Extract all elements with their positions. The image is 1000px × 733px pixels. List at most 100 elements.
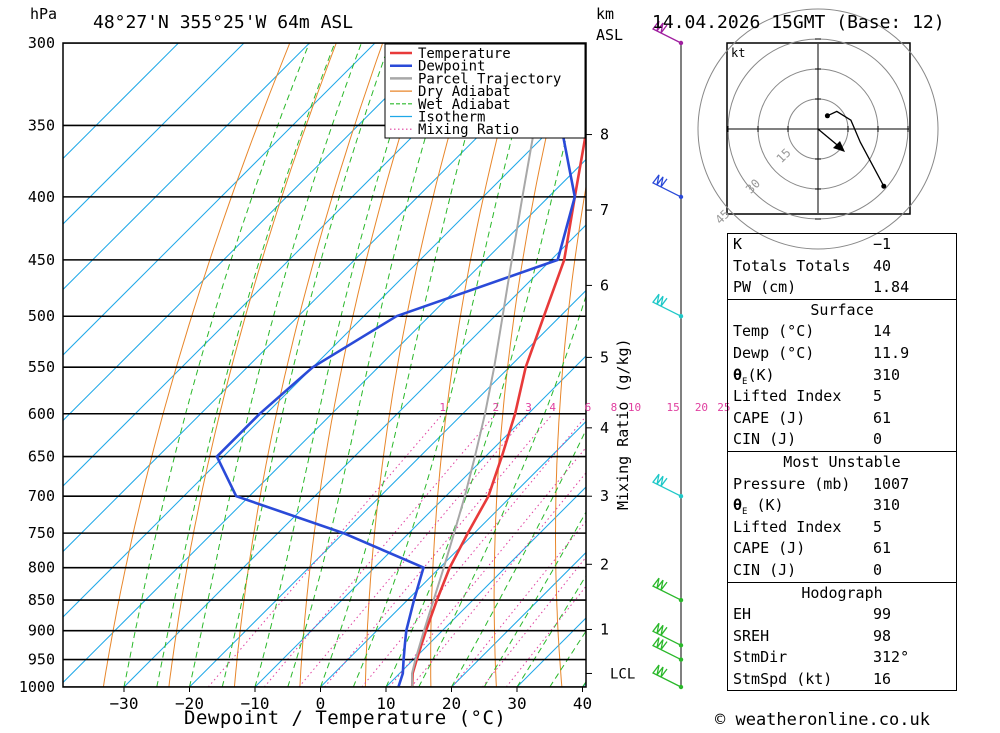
hodograph-table-title: Hodograph (801, 583, 883, 602)
isotherm-line (385, 486, 586, 687)
stmspd-label: StmSpd (kt) (733, 669, 833, 688)
wind-barb-shape (652, 174, 682, 198)
datetime-title: 14.04.2026 15GMT (Base: 12) (652, 12, 945, 33)
dry-adiabat-line (102, 43, 291, 687)
pressure-tick-label: 500 (28, 307, 55, 325)
dry-adiabat-line (985, 43, 1000, 687)
wind-barb-shape (652, 293, 682, 317)
legend-label: Parcel Trajectory (418, 71, 561, 87)
wind-barb (652, 637, 682, 661)
surface-theta-label: θE(K) (733, 365, 775, 387)
mixing-ratio-label: 8 (611, 401, 618, 414)
wind-profile (652, 20, 684, 690)
mixing-ratio-line (263, 413, 497, 687)
eh-label: EH (733, 605, 752, 624)
mixing-ratio-label: 3 (525, 401, 532, 414)
surface-temp-value: 14 (873, 322, 892, 341)
temperature-line (410, 125, 586, 687)
wind-barb (652, 20, 682, 44)
eh-value: 99 (873, 605, 892, 624)
hodograph-trace (827, 110, 885, 187)
wet-adiabat-line (254, 43, 421, 687)
mixing-ratio-labels: 1 2 3 4 6 8 10 15 20 25 (439, 401, 730, 414)
sreh-value: 98 (873, 626, 892, 645)
wind-barb (652, 473, 682, 497)
km-label: km (596, 5, 615, 23)
wet-adiabat-line (221, 43, 391, 687)
stmspd-value: 16 (873, 669, 892, 688)
mu-theta-value: 310 (873, 496, 901, 515)
surface-li-label: Lifted Index (733, 387, 842, 406)
stmdir-value: 312° (873, 648, 910, 667)
surface-dewp-label: Dewp (°C) (733, 343, 815, 362)
wet-adiabat-line (123, 43, 310, 687)
isotherm-line (320, 420, 586, 687)
copyright-link[interactable]: © weatheronline.co.uk (715, 710, 930, 730)
pressure-tick-label: 650 (28, 448, 55, 466)
mu-theta-unit: (K) (747, 496, 784, 515)
km-tick-label: 8 (600, 126, 609, 144)
km-tick-label: 5 (600, 348, 609, 366)
pressure-tick-label: 550 (28, 358, 55, 376)
hodograph-unit-label: kt (731, 46, 745, 60)
pressure-tick-label: 800 (28, 559, 55, 577)
x-tick-label: −30 (110, 694, 139, 713)
isotherm-line (63, 43, 310, 291)
isotherm-line (63, 43, 507, 487)
wind-barb (652, 174, 682, 198)
mixing-ratio-label: 4 (549, 401, 556, 414)
pressure-tick-label: 450 (28, 251, 55, 269)
x-tick-label: 30 (507, 694, 526, 713)
mu-cape-value: 61 (873, 539, 892, 558)
wet-adiabat-line (189, 43, 362, 687)
mixing-ratio-label: 20 (695, 401, 708, 414)
mixing-ratio-line (482, 556, 586, 687)
km-tick-label: 4 (600, 419, 609, 437)
wind-level-dot (678, 494, 684, 499)
wind-barb-shape (652, 622, 682, 646)
pressure-tick-label: 850 (28, 591, 55, 609)
x-tick-label: −10 (241, 694, 270, 713)
surface-section: Surface Temp (°C) 14 Dewp (°C) 11.9 θE(K) 3… (728, 298, 956, 451)
indices-table: K −1 Totals Totals 40 PW (cm) 1.84 Surface … (727, 233, 957, 692)
pressure-axis: 300 350 400 450 500 550 600 650 700 750 800 850 900 9… (19, 34, 55, 696)
x-tick-label: 10 (376, 694, 395, 713)
wind-barb-shape (652, 637, 682, 661)
wet-adiabat-line (451, 428, 586, 687)
mu-cin-value: 0 (873, 560, 883, 579)
storm-motion-arrowhead (833, 141, 845, 152)
wind-barb (652, 293, 682, 317)
km-tick-label: 3 (600, 487, 609, 505)
temperature-axis: −30 −20 −10 0 10 20 30 40 (110, 687, 592, 713)
mu-cin-label: CIN (J) (733, 560, 797, 579)
totals-totals-value: 40 (873, 256, 892, 275)
pressure-tick-label: 1000 (19, 678, 55, 696)
hodograph-start-dot (824, 113, 830, 119)
pw-label: PW (cm) (733, 278, 797, 297)
wind-barb (652, 664, 682, 688)
pressure-tick-label: 400 (28, 188, 55, 206)
isotherm-line (63, 43, 572, 553)
legend-label: Isotherm (418, 110, 485, 126)
mixing-ratio-axis-title: Mixing Ratio (g/kg) (614, 338, 632, 510)
isotherm-line (189, 289, 586, 687)
mu-li-label: Lifted Index (733, 517, 842, 536)
dry-adiabat-line (493, 43, 569, 687)
lcl-label: LCL (610, 666, 635, 682)
mu-cape-label: CAPE (J) (733, 539, 806, 558)
pressure-tick-label: 700 (28, 487, 55, 505)
most-unstable-title: Most Unstable (783, 452, 901, 471)
legend-label: Mixing Ratio (418, 122, 519, 138)
background-lines (63, 43, 1000, 687)
hodograph-end-dot (881, 183, 887, 189)
legend-label: Dewpoint (418, 59, 485, 75)
pressure-tick-label: 600 (28, 405, 55, 423)
legend-label: Wet Adiabat (418, 97, 511, 113)
surface-cape-value: 61 (873, 408, 892, 427)
mixing-ratio-line (324, 413, 554, 687)
legend-box (384, 43, 586, 139)
wet-adiabat-line (287, 43, 455, 687)
